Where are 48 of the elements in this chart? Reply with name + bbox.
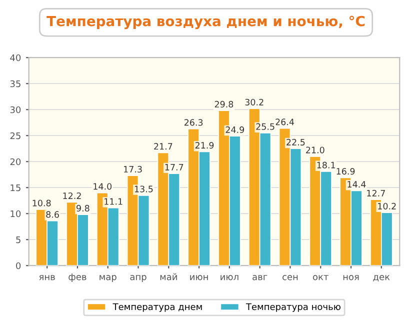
y-tick-label: 40	[10, 54, 21, 62]
text: 10.8	[32, 200, 51, 206]
text: 21.0	[306, 146, 324, 154]
text: 14.0	[94, 183, 112, 190]
text: 26.4	[276, 118, 294, 126]
text: 21.9	[195, 142, 214, 149]
text: 25.5	[256, 123, 274, 130]
x-tick-label: авг	[252, 275, 268, 280]
text: 17.3	[124, 166, 142, 173]
text: 13.5	[134, 186, 153, 192]
text: 14.4	[348, 181, 366, 188]
text: 24.9	[226, 126, 244, 134]
y-tick-label: 35	[10, 80, 20, 88]
text: 29.8	[214, 100, 234, 108]
y-tick-label: 25	[10, 132, 20, 140]
y-tick-label: 0	[16, 262, 21, 270]
text: 12.2	[63, 192, 81, 199]
text: 22.5	[286, 138, 305, 146]
text: 18.1	[317, 162, 336, 168]
x-tick-label: мар	[100, 275, 116, 282]
text: 21.7	[154, 143, 172, 150]
x-tick-label: янв	[39, 275, 55, 280]
x-tick-label: май	[160, 273, 177, 280]
y-tick-label: 15	[10, 184, 20, 192]
x-tick-label: фев	[68, 274, 86, 282]
x-tick-label: дек	[373, 275, 390, 282]
text: 10.2	[378, 202, 396, 210]
text: 30.2	[245, 98, 264, 106]
y-tick-label: 5	[16, 236, 20, 244]
text: 8.6	[46, 211, 59, 218]
legend-label: Температура ночью	[246, 303, 340, 312]
x-tick-label: ноя	[343, 275, 359, 280]
x-tick-label: июн	[190, 275, 208, 280]
text: 26.3	[184, 119, 203, 126]
y-tick-label: 20	[10, 158, 21, 166]
text: 16.9	[336, 168, 355, 175]
text: 9.8	[76, 204, 90, 212]
text: 12.7	[367, 190, 385, 196]
chart-title: Температура воздуха днем и ночью, °C	[46, 16, 365, 30]
text: 17.7	[165, 164, 184, 170]
y-tick-label: 10	[10, 210, 21, 218]
x-tick-label: окт	[312, 275, 328, 280]
x-tick-label: июл	[220, 275, 238, 280]
legend-label: Температура днем	[112, 303, 202, 312]
text: 11.1	[104, 198, 122, 205]
y-tick-label: 30	[10, 106, 21, 114]
x-tick-label: сен	[282, 275, 298, 280]
x-tick-label: апр	[130, 275, 146, 282]
